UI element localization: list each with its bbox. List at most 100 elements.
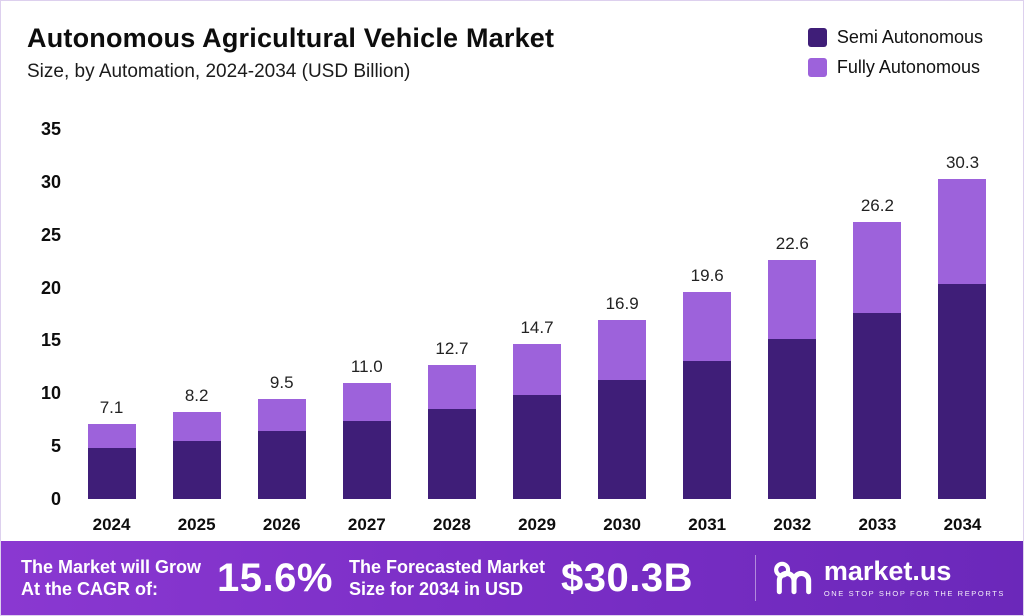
stacked-bar-2024	[87, 423, 136, 499]
bar-segment-semi-autonomous	[768, 339, 817, 499]
bar-total-label: 26.2	[860, 196, 894, 216]
x-axis-label: 2025	[177, 515, 216, 534]
bar-group-2027: 11.0 2027	[324, 129, 409, 535]
y-axis-tick-label: 5	[50, 436, 61, 457]
legend-swatch-icon	[807, 28, 827, 47]
bar-segment-semi-autonomous	[513, 395, 562, 499]
y-axis-tick-label: 25	[40, 224, 61, 245]
bar-total-label: 14.7	[520, 317, 554, 337]
stacked-bar-2030	[598, 320, 647, 499]
forecast-label: The Forecasted Market Size for 2034 in U…	[349, 556, 545, 601]
x-axis-label: 2027	[347, 515, 386, 534]
cagr-value: 15.6%	[217, 555, 333, 600]
bar-segment-semi-autonomous	[87, 448, 136, 499]
stacked-bar-2029	[513, 343, 562, 499]
forecast-label-line1: The Forecasted Market	[348, 556, 546, 577]
bar-segment-semi-autonomous	[172, 440, 221, 499]
bar-segment-semi-autonomous	[257, 431, 306, 499]
legend-label: Fully Autonomous	[836, 57, 980, 77]
y-axis: 35 30 25 20 15 10 5 0	[23, 120, 69, 508]
footer-banner: The Market will Grow At the CAGR of: 15.…	[1, 541, 1023, 615]
bar-segment-fully-autonomous	[257, 398, 306, 432]
bar-group-2024: 7.1 2024	[69, 129, 154, 535]
x-axis-label: 2033	[858, 515, 897, 534]
forecast-value: $30.3B	[561, 555, 694, 600]
x-axis-label: 2028	[433, 515, 471, 534]
bar-segment-fully-autonomous	[853, 222, 902, 313]
forecast-label-line2: Size for 2034 in USD	[348, 579, 524, 599]
bar-total-label: 9.5	[269, 372, 294, 392]
stacked-bar-2033	[853, 222, 902, 499]
header: Autonomous Agricultural Vehicle Market S…	[1, 1, 1023, 87]
y-axis-tick-label: 30	[40, 171, 61, 192]
brand: market.us One Stop Shop For The Reports	[772, 558, 1005, 598]
legend-item-semi-autonomous: Semi Autonomous	[807, 27, 983, 48]
legend: Semi Autonomous Fully Autonomous	[807, 23, 997, 78]
bar-segment-semi-autonomous	[853, 312, 902, 499]
page-title: Autonomous Agricultural Vehicle Market	[27, 23, 555, 53]
bar-segment-semi-autonomous	[938, 284, 987, 499]
bar-group-2032: 22.6 2032	[750, 129, 835, 535]
bar-segment-fully-autonomous	[172, 412, 221, 441]
brand-tagline: One Stop Shop For The Reports	[823, 589, 1005, 598]
legend-swatch-icon	[807, 58, 827, 77]
bar-segment-fully-autonomous	[598, 320, 647, 380]
stacked-bar-2025	[172, 412, 221, 499]
y-axis-tick-label: 15	[40, 330, 61, 351]
bar-segment-fully-autonomous	[938, 178, 987, 285]
bar-group-2031: 19.6 2031	[665, 129, 750, 535]
bar-group-2026: 9.5 2026	[239, 129, 324, 535]
page-subtitle: Size, by Automation, 2024-2034 (USD Bill…	[27, 61, 411, 82]
y-axis-tick-label: 35	[40, 119, 61, 139]
plot-area: 7.1 2024 8.2 2025 9.5 2026 11.0 2027 12.7 2028 14.…	[69, 129, 1005, 535]
stacked-bar-2027	[342, 382, 391, 499]
bar-group-2033: 26.2 2033	[835, 129, 920, 535]
y-axis-tick-label: 10	[40, 383, 61, 404]
x-axis-label: 2034	[943, 515, 982, 534]
bar-segment-semi-autonomous	[683, 360, 732, 499]
bar-total-label: 30.3	[945, 152, 980, 172]
bar-group-2029: 14.7 2029	[494, 129, 579, 535]
bar-group-2028: 12.7 2028	[409, 129, 494, 535]
marketus-logo-icon	[772, 558, 816, 598]
legend-item-fully-autonomous: Fully Autonomous	[807, 57, 983, 78]
cagr-label-line2: At the CAGR of:	[21, 579, 158, 599]
bar-group-2034: 30.3 2034	[920, 129, 1005, 535]
stacked-bar-2031	[683, 291, 732, 499]
cagr-label-line1: The Market will Grow	[21, 556, 202, 577]
bar-group-2030: 16.9 2030	[580, 129, 665, 535]
bar-total-label: 16.9	[605, 294, 639, 314]
x-axis-label: 2026	[262, 515, 301, 534]
bar-total-label: 11.0	[350, 356, 383, 376]
bar-total-label: 7.1	[99, 397, 124, 417]
x-axis-label: 2032	[773, 515, 812, 534]
cagr-label: The Market will Grow At the CAGR of:	[21, 556, 201, 601]
bar-segment-fully-autonomous	[342, 382, 391, 421]
bar-segment-fully-autonomous	[513, 343, 562, 396]
title-block: Autonomous Agricultural Vehicle Market S…	[27, 23, 554, 83]
x-axis-label: 2030	[603, 515, 642, 534]
bar-total-label: 12.7	[435, 338, 469, 358]
bar-segment-fully-autonomous	[768, 260, 817, 340]
bar-total-label: 8.2	[184, 386, 209, 406]
footer-divider	[754, 555, 756, 601]
bar-segment-fully-autonomous	[427, 364, 476, 410]
bar-segment-semi-autonomous	[598, 379, 647, 499]
stacked-bar-2034	[938, 178, 987, 499]
x-axis-label: 2024	[92, 515, 131, 534]
bar-segment-semi-autonomous	[427, 409, 476, 499]
chart: 35 30 25 20 15 10 5 0 7.1 2024 8.2 2025 9.5 2026 11.0…	[1, 87, 1023, 541]
bar-segment-fully-autonomous	[683, 291, 732, 361]
bar-group-2025: 8.2 2025	[154, 129, 239, 535]
bar-segment-fully-autonomous	[87, 423, 136, 449]
stacked-bar-2026	[257, 398, 306, 499]
y-axis-tick-label: 0	[50, 489, 61, 509]
bar-segment-semi-autonomous	[342, 420, 391, 499]
brand-name: market.us	[823, 556, 952, 586]
x-axis-label: 2029	[518, 515, 556, 534]
brand-text: market.us One Stop Shop For The Reports	[823, 556, 1005, 599]
y-axis-tick-label: 20	[40, 277, 61, 298]
bar-total-label: 22.6	[775, 234, 809, 254]
stacked-bar-2028	[427, 364, 476, 499]
